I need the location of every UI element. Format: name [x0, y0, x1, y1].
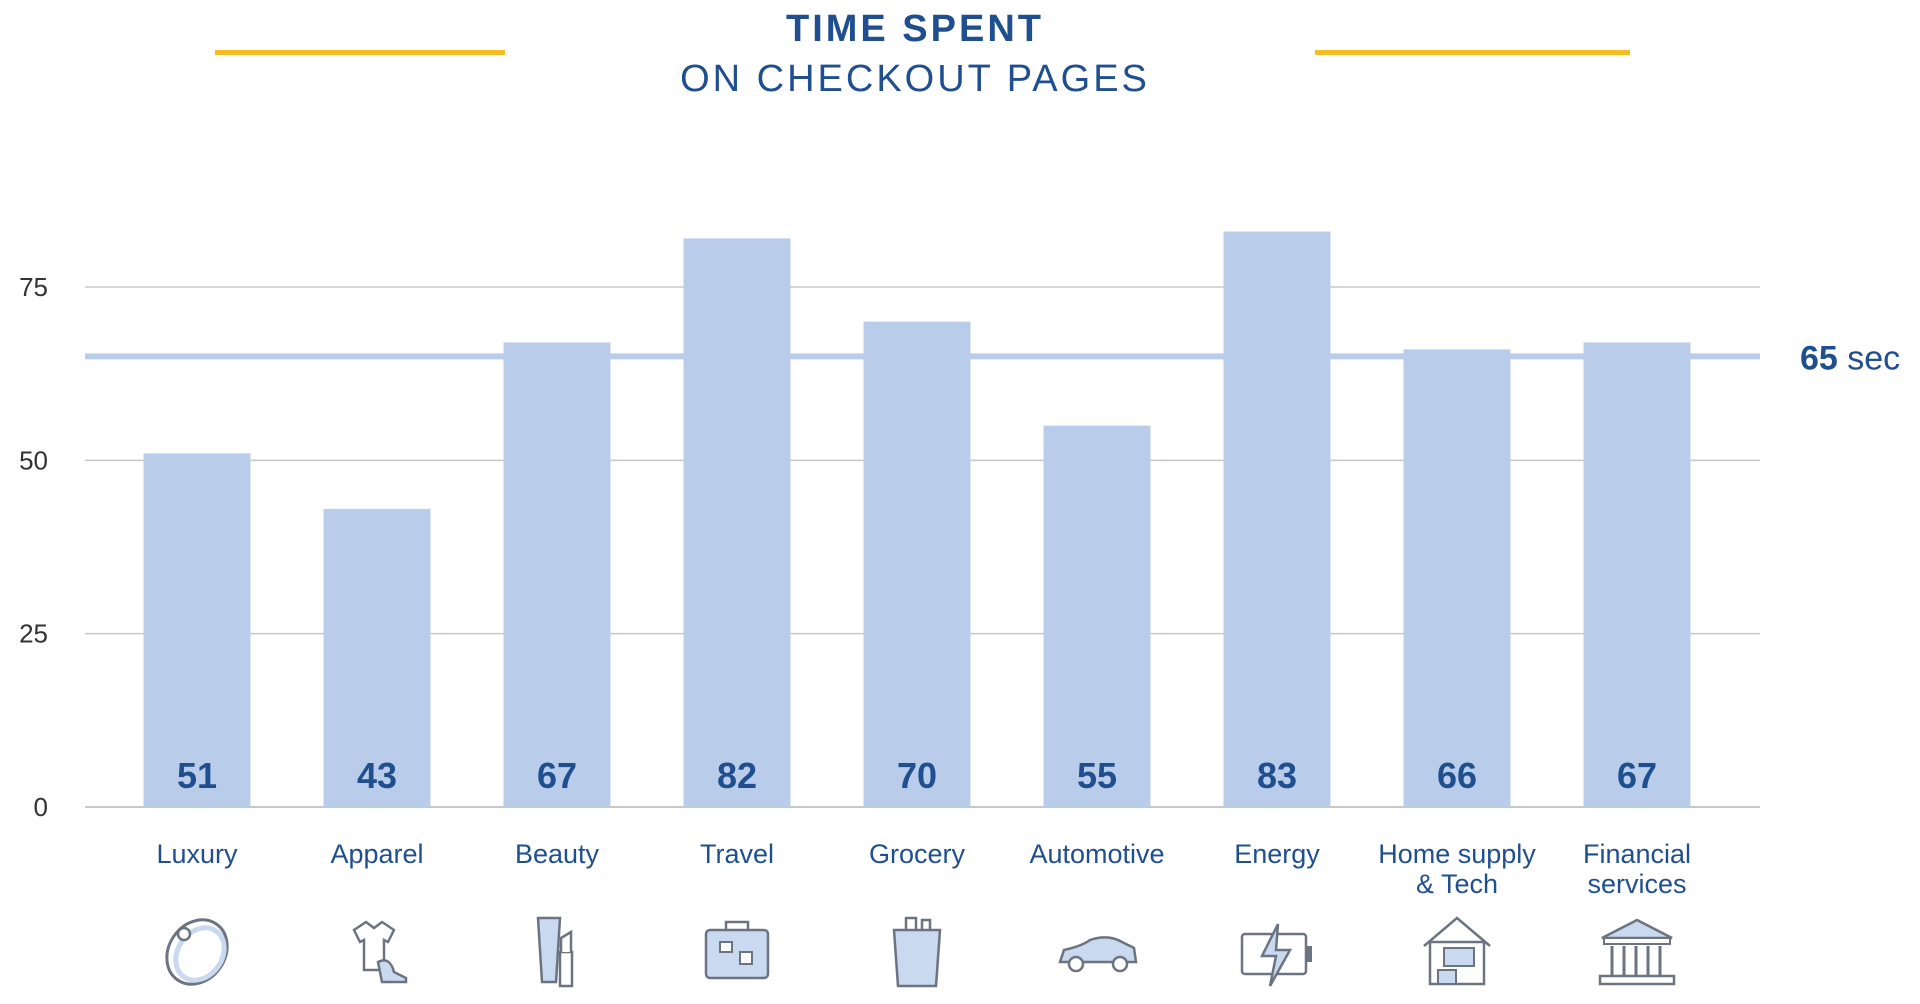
bar-value-label: 66	[1437, 755, 1477, 796]
bar-value-label: 55	[1077, 755, 1117, 796]
home-tech-icon	[1412, 912, 1502, 992]
apparel-icon	[332, 912, 422, 992]
category-label: & Tech	[1416, 869, 1498, 899]
bar	[683, 238, 791, 807]
grocery-bag-icon	[872, 912, 962, 992]
category-label: Home supply	[1378, 839, 1536, 869]
bar	[143, 453, 251, 807]
ring-icon	[152, 912, 242, 992]
bar-value-label: 43	[357, 755, 397, 796]
y-tick-label: 0	[34, 792, 48, 822]
category-label: Financial	[1583, 839, 1691, 869]
bar-value-label: 83	[1257, 755, 1297, 796]
car-icon	[1052, 912, 1142, 992]
category-label: Energy	[1234, 839, 1320, 869]
chart-subtitle: ON CHECKOUT PAGES	[680, 58, 1150, 100]
bar	[863, 321, 971, 807]
bar	[503, 342, 611, 807]
average-label: 65 sec	[1800, 339, 1900, 377]
title-accent-left	[215, 50, 505, 55]
average-value: 65	[1800, 339, 1838, 377]
category-label: Automotive	[1029, 839, 1164, 869]
title-accent-right	[1315, 50, 1630, 55]
bar-value-label: 70	[897, 755, 937, 796]
y-tick-label: 25	[19, 619, 48, 649]
bar	[1403, 349, 1511, 807]
bar	[323, 508, 431, 807]
bar	[1043, 425, 1151, 807]
y-tick-label: 75	[19, 272, 48, 302]
category-label: Apparel	[330, 839, 423, 869]
bar-value-label: 67	[1617, 755, 1657, 796]
category-label: Grocery	[869, 839, 966, 869]
beauty-icon	[512, 912, 602, 992]
bar-value-label: 82	[717, 755, 757, 796]
battery-icon	[1232, 912, 1322, 992]
category-label: Travel	[700, 839, 774, 869]
y-tick-label: 50	[19, 445, 48, 475]
average-unit: sec	[1838, 339, 1900, 377]
bar	[1223, 231, 1331, 808]
chart-title: TIME SPENT	[785, 8, 1045, 50]
bar-value-label: 51	[177, 755, 217, 796]
category-label: Luxury	[156, 839, 238, 869]
suitcase-icon	[692, 912, 782, 992]
category-label: services	[1587, 869, 1686, 899]
bank-icon	[1592, 912, 1682, 992]
bar-value-label: 67	[537, 755, 577, 796]
category-label: Beauty	[515, 839, 600, 869]
bar	[1583, 342, 1691, 807]
